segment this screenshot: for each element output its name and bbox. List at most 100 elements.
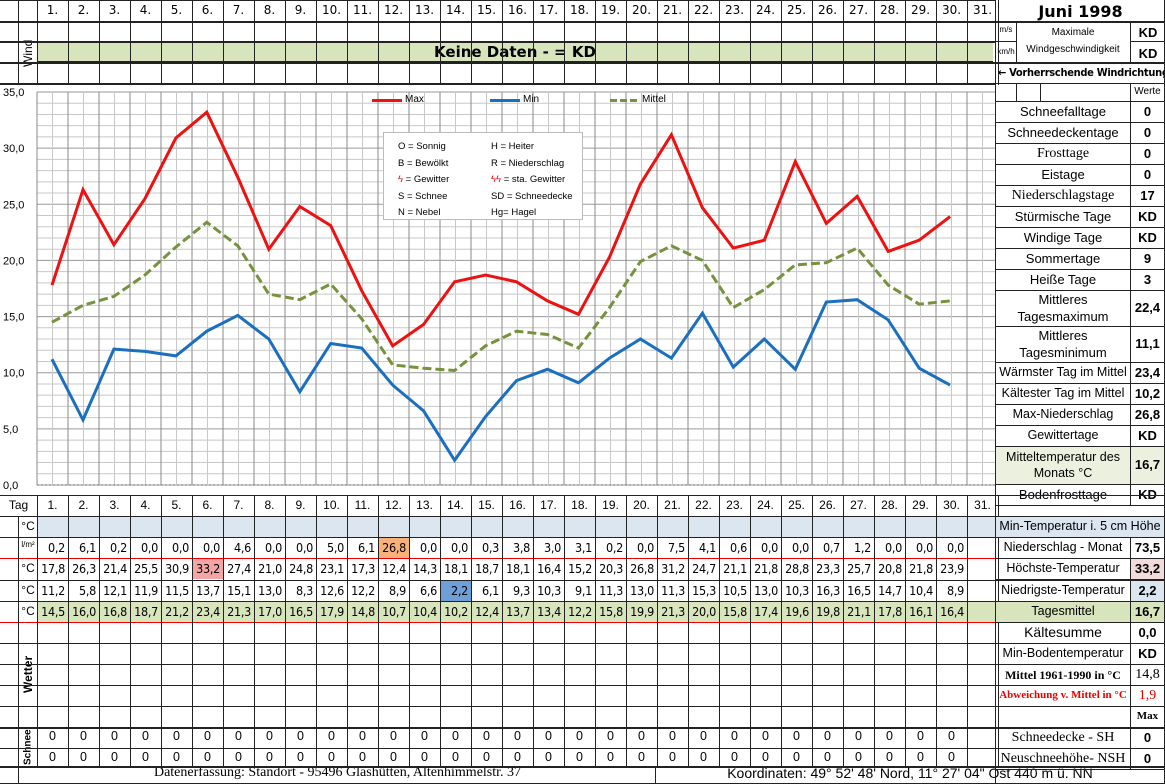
mean-value: 15,8	[599, 604, 623, 619]
mean-value: 16,1	[909, 604, 933, 619]
schneedecke-value: 0	[1130, 727, 1165, 749]
day-header: 4.	[140, 498, 151, 512]
grid-line	[995, 62, 1165, 64]
mean-value: 19,9	[630, 604, 654, 619]
grid-line	[18, 516, 19, 766]
grid-line	[0, 537, 1165, 538]
stat-label: Kältester Tag im Mittel	[995, 383, 1131, 405]
snow_nsh-value: 0	[390, 750, 397, 764]
min-value: 11,2	[41, 583, 65, 598]
max-value: 24,8	[289, 561, 313, 576]
chart-legend: Max Min Mittel	[370, 94, 670, 108]
snow_sh-value: 0	[328, 729, 335, 743]
day-header: 12.	[383, 3, 404, 17]
day-header: 9.	[294, 3, 307, 17]
mean-value: 16,0	[72, 604, 96, 619]
min-value: 9,3	[513, 583, 530, 598]
min-value: 5,8	[79, 583, 96, 598]
precip-value: 1,2	[854, 540, 871, 555]
mean-value: 21,3	[227, 604, 251, 619]
min-value: 8,9	[389, 583, 406, 598]
snow_sh-value: 0	[607, 729, 614, 743]
day-header: 15.	[478, 498, 495, 512]
day-header: 29.	[910, 3, 931, 17]
precip-value: 4,1	[699, 540, 716, 555]
mean-value: 18,7	[134, 604, 158, 619]
max-value: 23,1	[320, 561, 344, 576]
precip-value: 0,0	[916, 540, 933, 555]
snow_nsh-value: 0	[297, 750, 304, 764]
grid-line	[936, 0, 937, 85]
legend-max-label: Max	[405, 94, 424, 105]
grid-line	[99, 495, 100, 766]
stats-header-blank	[1016, 83, 1041, 102]
snow_sh-value: 0	[545, 729, 552, 743]
snow_nsh-value: 0	[359, 750, 366, 764]
snow_nsh-value: 0	[793, 750, 800, 764]
max-value: 21,8	[909, 561, 933, 576]
grid-line	[595, 0, 596, 85]
min-value: 8,3	[296, 583, 313, 598]
precip-value: 0,0	[947, 540, 964, 555]
max-value: 30,9	[165, 561, 189, 576]
grid-line	[0, 62, 996, 64]
grid-line	[1130, 22, 1131, 63]
stat-label: Niederschlagstage	[995, 185, 1131, 207]
grid-line	[0, 495, 1165, 496]
min-value: 15,3	[692, 583, 716, 598]
min-value: 13,7	[196, 583, 220, 598]
day-header: 16.	[507, 3, 528, 17]
precip-value: 0,0	[172, 540, 189, 555]
grid-line	[995, 0, 996, 85]
stat-value: 11,1	[1130, 326, 1165, 363]
max-value: 16,4	[537, 561, 561, 576]
snow_nsh-value: 0	[328, 750, 335, 764]
day-header: 22.	[695, 498, 712, 512]
min-value: 15,1	[227, 583, 251, 598]
stat-label: Stürmische Tage	[995, 206, 1131, 228]
precip-value: 0,0	[296, 540, 313, 555]
grid-line	[378, 495, 379, 766]
schneedecke-label: Schneedecke - SH	[995, 727, 1131, 749]
max-value: 24,7	[692, 561, 716, 576]
grid-line	[316, 495, 317, 766]
legend-code-text: = Gewitter	[405, 174, 450, 185]
precip-value: 3,0	[544, 540, 561, 555]
stat-value: 3	[1130, 269, 1165, 291]
grid-line	[0, 580, 1165, 581]
mean-value: 20,0	[692, 604, 716, 619]
snow_nsh-value: 0	[762, 750, 769, 764]
grid-line	[347, 495, 348, 766]
day-header: 22.	[693, 3, 714, 17]
snow_nsh-value: 0	[483, 750, 490, 764]
mean-value: 14,5	[41, 604, 65, 619]
snow_sh-value: 0	[576, 729, 583, 743]
snow_nsh-value: 0	[545, 750, 552, 764]
snow_nsh-value: 0	[142, 750, 149, 764]
unit-ms: m/s	[999, 25, 1013, 34]
grid-line	[99, 0, 100, 85]
day-header: 15.	[476, 3, 497, 17]
wind-label: Wind	[21, 39, 35, 67]
day-header: 20.	[633, 498, 650, 512]
grid-line	[347, 0, 348, 85]
grid-line	[316, 0, 317, 85]
day-header: 13.	[414, 3, 435, 17]
grid-line	[0, 685, 1165, 686]
niedrigste_temp-label: Niedrigste-Temperatur	[995, 580, 1131, 602]
unit-label: °C	[21, 561, 35, 575]
max-value: 18,7	[475, 561, 499, 576]
grid-line	[18, 0, 19, 85]
snow_sh-value: 0	[855, 729, 862, 743]
grid-line	[812, 0, 813, 85]
stat-value: KD	[1130, 227, 1165, 249]
tag-label: Tag	[8, 498, 29, 512]
series-max-line	[50, 109, 952, 348]
niederschlag_monat-value: 73,5	[1130, 537, 1165, 559]
min-value: 13,0	[258, 583, 282, 598]
grid-line	[440, 0, 441, 85]
unit-label: °C	[21, 519, 35, 533]
mean-value: 10,4	[413, 604, 437, 619]
day-header: 7.	[232, 3, 245, 17]
min-temp-5cm-row	[37, 516, 998, 537]
